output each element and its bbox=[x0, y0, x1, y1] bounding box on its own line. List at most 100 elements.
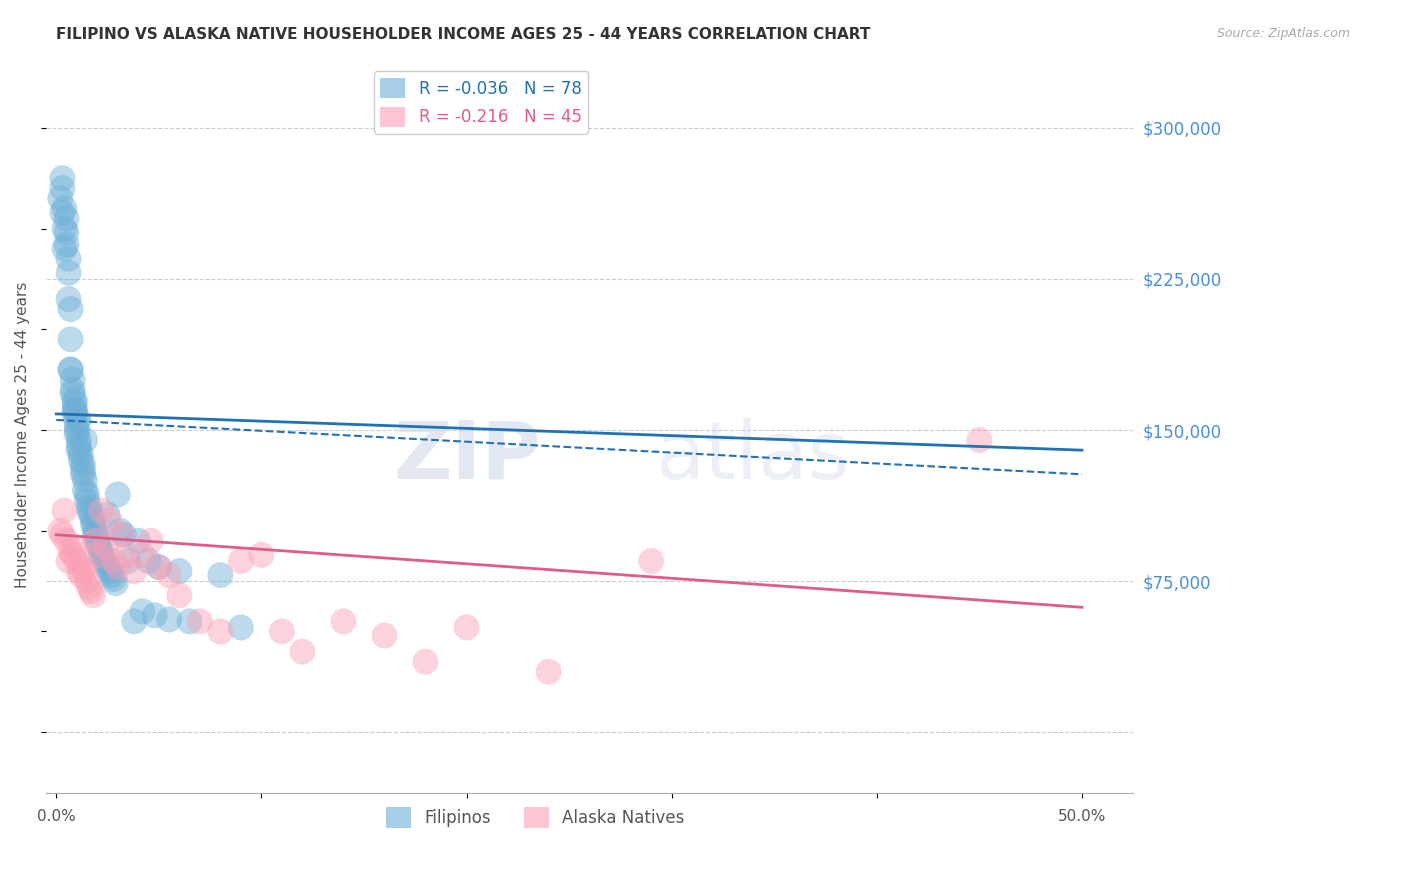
Point bbox=[96, 560, 118, 574]
Point bbox=[76, 487, 98, 501]
Point bbox=[90, 548, 112, 562]
Legend: Filipinos, Alaska Natives: Filipinos, Alaska Natives bbox=[380, 801, 692, 834]
Point bbox=[72, 457, 94, 471]
Point bbox=[89, 540, 111, 554]
Point bbox=[67, 443, 90, 458]
Point bbox=[67, 413, 90, 427]
Point bbox=[537, 665, 560, 679]
Point bbox=[51, 205, 73, 219]
Point bbox=[66, 413, 89, 427]
Point bbox=[94, 540, 117, 554]
Point bbox=[250, 548, 273, 562]
Point bbox=[169, 588, 191, 602]
Point bbox=[58, 292, 80, 306]
Point bbox=[115, 548, 138, 562]
Point bbox=[72, 560, 94, 574]
Point bbox=[229, 554, 252, 568]
Point bbox=[70, 453, 93, 467]
Point bbox=[148, 560, 170, 574]
Point bbox=[86, 548, 108, 562]
Point bbox=[100, 568, 122, 582]
Text: 50.0%: 50.0% bbox=[1057, 809, 1107, 824]
Point bbox=[271, 624, 294, 639]
Point bbox=[77, 580, 100, 594]
Point bbox=[86, 532, 108, 546]
Y-axis label: Householder Income Ages 25 - 44 years: Householder Income Ages 25 - 44 years bbox=[15, 282, 30, 588]
Point bbox=[332, 615, 354, 629]
Point bbox=[209, 624, 232, 639]
Point bbox=[111, 528, 134, 542]
Point bbox=[94, 556, 117, 570]
Point bbox=[98, 564, 121, 578]
Point bbox=[73, 564, 96, 578]
Text: Source: ZipAtlas.com: Source: ZipAtlas.com bbox=[1216, 27, 1350, 40]
Point bbox=[209, 568, 232, 582]
Point bbox=[51, 171, 73, 186]
Point bbox=[59, 302, 82, 317]
Point bbox=[59, 362, 82, 376]
Point bbox=[98, 514, 121, 528]
Point bbox=[108, 524, 131, 538]
Point bbox=[76, 574, 98, 588]
Point bbox=[169, 564, 191, 578]
Point bbox=[86, 536, 108, 550]
Point bbox=[58, 252, 80, 266]
Point bbox=[84, 524, 107, 538]
Point bbox=[122, 615, 145, 629]
Point bbox=[59, 544, 82, 558]
Point bbox=[969, 433, 991, 447]
Point bbox=[77, 503, 100, 517]
Point bbox=[80, 508, 103, 522]
Point bbox=[62, 548, 84, 562]
Point bbox=[84, 533, 107, 548]
Point bbox=[82, 588, 104, 602]
Point bbox=[67, 433, 90, 447]
Point bbox=[84, 528, 107, 542]
Point bbox=[58, 554, 80, 568]
Point bbox=[66, 419, 89, 434]
Point bbox=[148, 560, 170, 574]
Point bbox=[55, 226, 77, 240]
Point bbox=[63, 397, 86, 411]
Point bbox=[143, 608, 166, 623]
Point bbox=[53, 503, 76, 517]
Point bbox=[66, 427, 89, 442]
Point bbox=[107, 487, 129, 501]
Point bbox=[55, 237, 77, 252]
Point bbox=[291, 645, 314, 659]
Point bbox=[373, 628, 395, 642]
Point bbox=[59, 332, 82, 346]
Point bbox=[55, 211, 77, 226]
Point bbox=[138, 554, 160, 568]
Point bbox=[67, 564, 90, 578]
Point bbox=[76, 493, 98, 508]
Point bbox=[55, 533, 77, 548]
Point bbox=[62, 383, 84, 397]
Point bbox=[415, 655, 437, 669]
Point bbox=[73, 433, 96, 447]
Point bbox=[179, 615, 201, 629]
Text: atlas: atlas bbox=[655, 417, 849, 495]
Point bbox=[103, 554, 125, 568]
Point bbox=[62, 373, 84, 387]
Point bbox=[139, 533, 162, 548]
Point bbox=[73, 483, 96, 498]
Point bbox=[82, 514, 104, 528]
Point bbox=[62, 386, 84, 401]
Point bbox=[90, 544, 112, 558]
Point bbox=[104, 576, 127, 591]
Point bbox=[72, 467, 94, 482]
Text: ZIP: ZIP bbox=[394, 417, 541, 495]
Point bbox=[157, 612, 180, 626]
Point bbox=[63, 392, 86, 407]
Point bbox=[77, 500, 100, 514]
Point bbox=[456, 620, 478, 634]
Text: 0.0%: 0.0% bbox=[37, 809, 76, 824]
Point bbox=[157, 568, 180, 582]
Point bbox=[122, 564, 145, 578]
Point bbox=[70, 447, 93, 461]
Point bbox=[93, 552, 115, 566]
Point bbox=[66, 554, 89, 568]
Point bbox=[49, 524, 72, 538]
Point bbox=[67, 439, 90, 453]
